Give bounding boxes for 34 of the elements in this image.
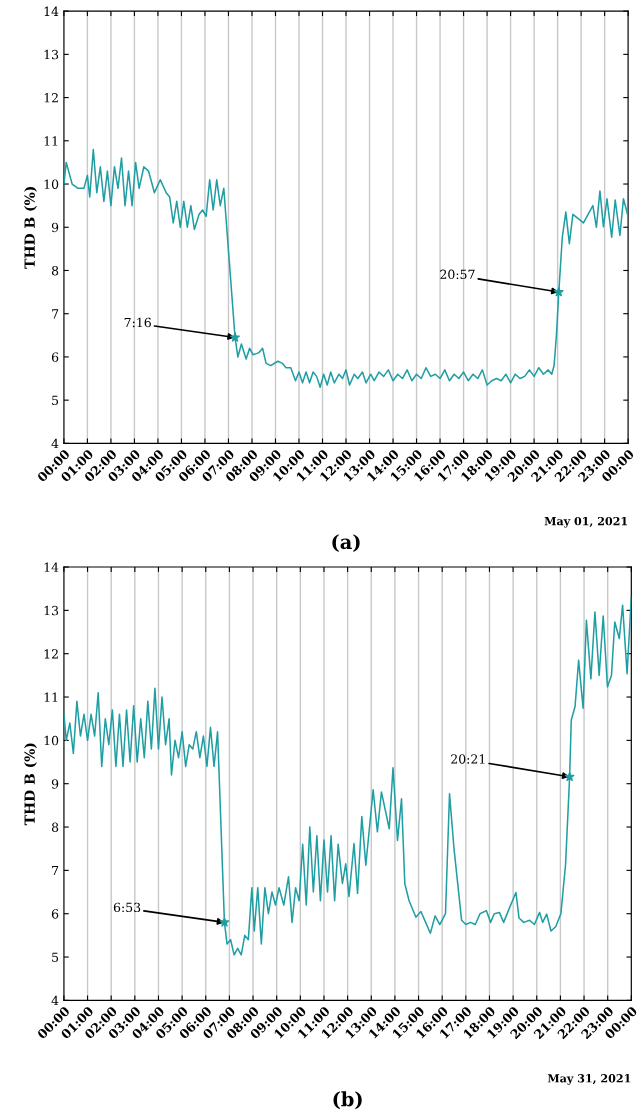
y-tick-label: 5 xyxy=(52,395,59,406)
y-tick-label: 12 xyxy=(44,649,58,659)
y-tick-label: 5 xyxy=(52,952,59,962)
y-tick-label: 10 xyxy=(44,735,59,746)
y-tick-label: 6 xyxy=(51,352,59,362)
y-tick-label: 11 xyxy=(44,692,58,702)
y-tick-label: 4 xyxy=(51,438,59,449)
annotation: 20:57 xyxy=(440,269,475,280)
y-tick-label: 9 xyxy=(51,779,59,789)
y-tick-label: 13 xyxy=(44,49,59,60)
y-tick-label: 10 xyxy=(44,179,59,189)
y-tick-label: 8 xyxy=(51,265,59,276)
y-tick-label: 14 xyxy=(44,562,59,572)
text: (a) xyxy=(332,534,360,552)
y-tick-label: 11 xyxy=(44,136,58,146)
y-tick-label: 7 xyxy=(52,309,59,319)
line-series xyxy=(63,148,629,388)
y-tick-label: 14 xyxy=(44,6,59,16)
text: May 31, 2021 xyxy=(547,1074,631,1085)
y-tick-label: 13 xyxy=(44,605,59,616)
y-tick-label: 4 xyxy=(51,995,59,1006)
y-axis-title: THD B (%) xyxy=(24,743,37,826)
text: May 01, 2021 xyxy=(544,516,628,528)
y-tick-label: 12 xyxy=(44,93,58,103)
annotation: 20:21 xyxy=(451,754,485,764)
y-tick-label: 7 xyxy=(52,866,59,876)
annotation: 7:16 xyxy=(124,317,151,328)
y-tick-label: 9 xyxy=(51,222,59,233)
y-axis-title: THD B (%) xyxy=(24,186,37,269)
annotation: 6:53 xyxy=(113,902,141,913)
line-series xyxy=(63,596,632,956)
text: (b) xyxy=(333,1091,362,1110)
y-tick-label: 6 xyxy=(51,909,59,919)
y-tick-label: 8 xyxy=(51,822,59,832)
